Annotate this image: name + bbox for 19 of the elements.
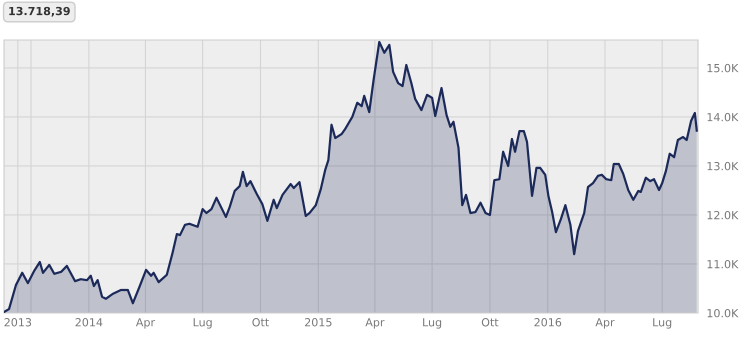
x-tick-label: 2016 [534,318,562,326]
y-tick-label: 13.0K [708,162,739,170]
x-tick-label: 2013 [4,318,32,326]
y-tick-label: 10.0K [708,308,739,318]
x-tick-label: Apr [136,318,156,329]
x-tick-label: Lug [423,318,442,329]
text: 13.718,39 [9,6,70,17]
x-tick-label: Ott [252,318,269,326]
x-tick-label: Apr [595,318,615,329]
y-tick-label: 12.0K [708,210,739,220]
x-tick-label: 2014 [76,318,102,326]
y-tick-label: 11.0K [708,260,739,268]
x-tick-label: Ott [482,318,498,326]
y-tick-label: 15.0K [708,64,739,72]
x-tick-label: Lug [653,318,672,329]
x-tick-label: Apr [365,318,384,329]
x-tick-label: Lug [194,318,212,329]
x-tick-label: 2015 [304,318,332,326]
y-tick-label: 14.0K [708,112,739,122]
